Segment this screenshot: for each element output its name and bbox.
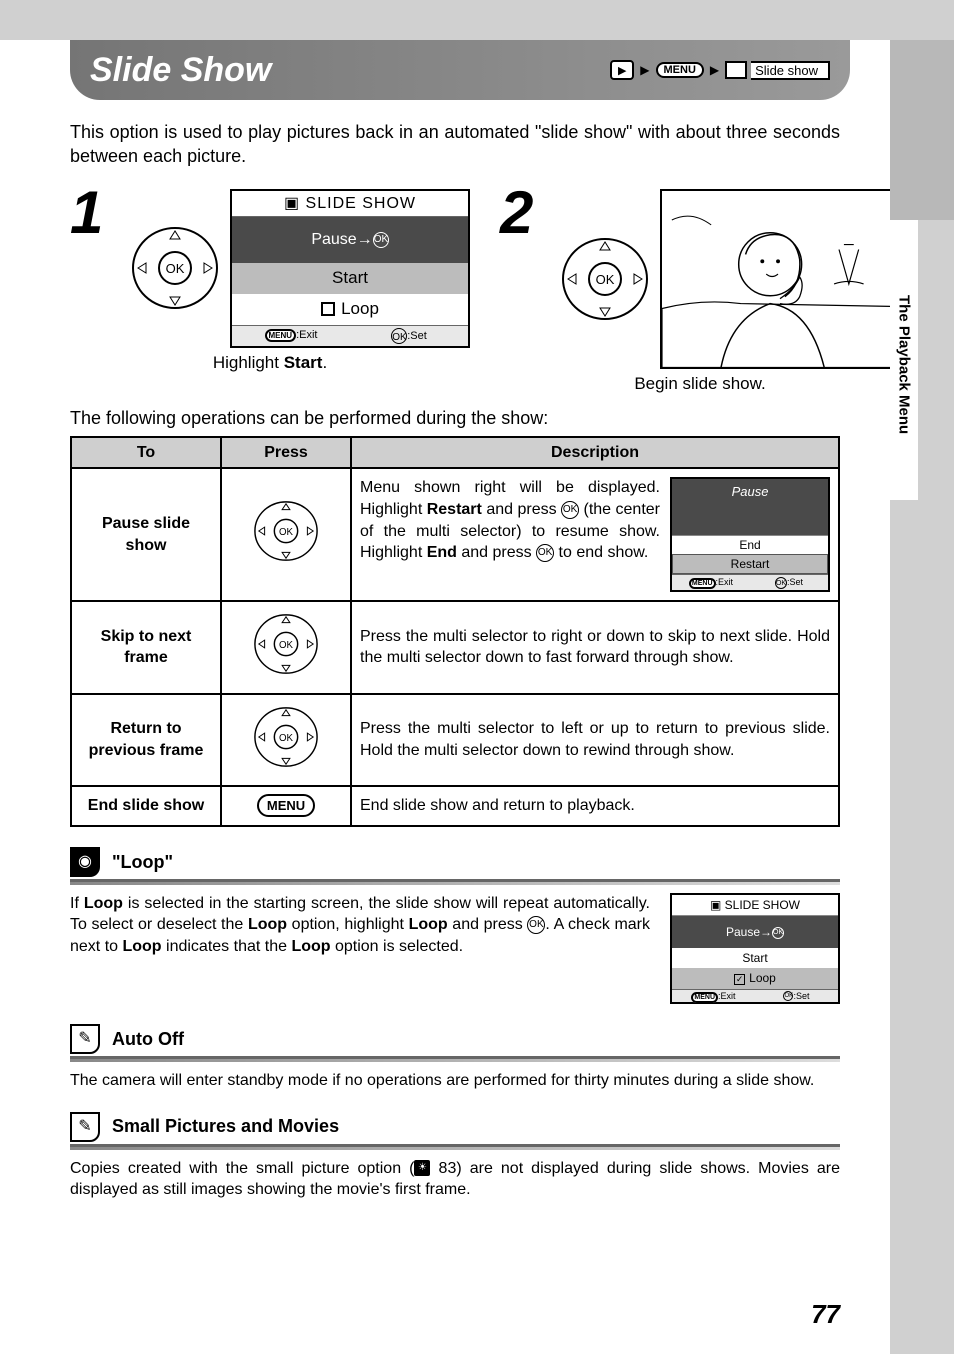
multi-selector-icon: OK — [560, 234, 650, 324]
svg-text:OK: OK — [279, 640, 294, 651]
steps-row: 1 OK ▣ SLIDE SHOW — [70, 189, 840, 396]
note-icon: ◉ — [70, 847, 100, 877]
loop-title: "Loop" — [112, 850, 173, 874]
row-to: Pause slide show — [71, 468, 221, 601]
row-press: OK — [221, 601, 351, 694]
row-desc: Press the multi selector to right or dow… — [351, 601, 839, 694]
row-desc: Menu shown right will be displayed. High… — [351, 468, 839, 601]
row-press: OK — [221, 468, 351, 601]
loop-text: If Loop is selected in the starting scre… — [70, 893, 650, 958]
section-rule — [70, 1056, 840, 1062]
col-press: Press — [221, 437, 351, 469]
reference-icon: ☀ — [414, 1160, 430, 1176]
row-to: End slide show — [71, 786, 221, 826]
page-title: Slide Show — [90, 51, 610, 90]
lcd-start-row: Start — [232, 263, 468, 294]
loop-lcd: ▣ SLIDE SHOW Pause→OK Start ✓Loop MENU:E… — [670, 893, 840, 1004]
lcd-loop-row: Loop — [232, 294, 468, 325]
row-to: Skip to next frame — [71, 601, 221, 694]
multi-selector-icon: OK — [252, 610, 320, 685]
table-row: Return to previous frame OK Press the mu… — [71, 694, 839, 787]
multi-selector-icon: OK — [252, 497, 320, 572]
table-row: Skip to next frame OK Press the multi se… — [71, 601, 839, 694]
menu-icon: MENU — [656, 62, 704, 78]
row-to: Return to previous frame — [71, 694, 221, 787]
row-desc: Press the multi selector to left or up t… — [351, 694, 839, 787]
step-number-2: 2 — [500, 189, 550, 237]
col-desc: Description — [351, 437, 839, 469]
svg-text:OK: OK — [166, 261, 185, 276]
step-1-caption: Highlight Start. — [213, 352, 327, 375]
step-number-1: 1 — [70, 189, 120, 237]
menu-icon: MENU — [257, 794, 315, 817]
smallpic-section-head: ✎ Small Pictures and Movies — [70, 1112, 840, 1142]
operations-table: To Press Description Pause slide show OK… — [70, 436, 840, 827]
lcd-title: ▣ SLIDE SHOW — [232, 191, 468, 218]
intro-text: This option is used to play pictures bac… — [70, 120, 840, 169]
step-1: 1 OK ▣ SLIDE SHOW — [70, 189, 470, 375]
pause-lcd: Pause End Restart MENU:ExitOK:Set — [670, 477, 830, 592]
side-tab: The Playback Menu — [890, 220, 918, 500]
row-press: OK — [221, 694, 351, 787]
svg-text:OK: OK — [596, 272, 615, 287]
svg-text:OK: OK — [279, 732, 294, 743]
slideshow-icon — [725, 61, 747, 79]
smallpic-title: Small Pictures and Movies — [112, 1114, 339, 1138]
multi-selector-icon: OK — [252, 703, 320, 778]
breadcrumb-label: Slide show — [751, 61, 830, 80]
section-rule — [70, 1144, 840, 1150]
table-row: End slide show MENU End slide show and r… — [71, 786, 839, 826]
lcd-screen-1: ▣ SLIDE SHOW Pause→OK Start Loop MENU:Ex… — [230, 189, 470, 348]
autooff-title: Auto Off — [112, 1027, 184, 1051]
pencil-icon: ✎ — [70, 1112, 100, 1142]
step-2-caption: Begin slide show. — [634, 373, 765, 396]
autooff-text: The camera will enter standby mode if no… — [70, 1070, 840, 1092]
operations-intro: The following operations can be performe… — [70, 406, 840, 430]
col-to: To — [71, 437, 221, 469]
photo-preview — [660, 189, 900, 369]
chevron-right-icon: ▶ — [710, 63, 719, 77]
loop-section-head: ◉ "Loop" — [70, 847, 840, 877]
step-2: 2 OK — [500, 189, 900, 396]
row-press: MENU — [221, 786, 351, 826]
page-number: 77 — [811, 1299, 840, 1330]
lcd-footer: MENU:Exit OK:Set — [232, 325, 468, 346]
row-desc: End slide show and return to playback. — [351, 786, 839, 826]
header-band: Slide Show ▶ ▶ MENU ▶ Slide show — [70, 40, 850, 100]
smallpic-text: Copies created with the small picture op… — [70, 1158, 840, 1201]
section-rule — [70, 879, 840, 885]
table-row: Pause slide show OK Menu shown right wil… — [71, 468, 839, 601]
margin-gray-bar — [890, 40, 954, 220]
pencil-icon: ✎ — [70, 1024, 100, 1054]
lcd-pause-row: Pause→OK — [232, 217, 468, 263]
chevron-right-icon: ▶ — [640, 63, 649, 77]
svg-text:OK: OK — [279, 527, 294, 538]
autooff-section-head: ✎ Auto Off — [70, 1024, 840, 1054]
breadcrumb: ▶ ▶ MENU ▶ Slide show — [610, 60, 830, 80]
playback-icon: ▶ — [610, 60, 634, 80]
multi-selector-icon: OK — [130, 223, 220, 313]
